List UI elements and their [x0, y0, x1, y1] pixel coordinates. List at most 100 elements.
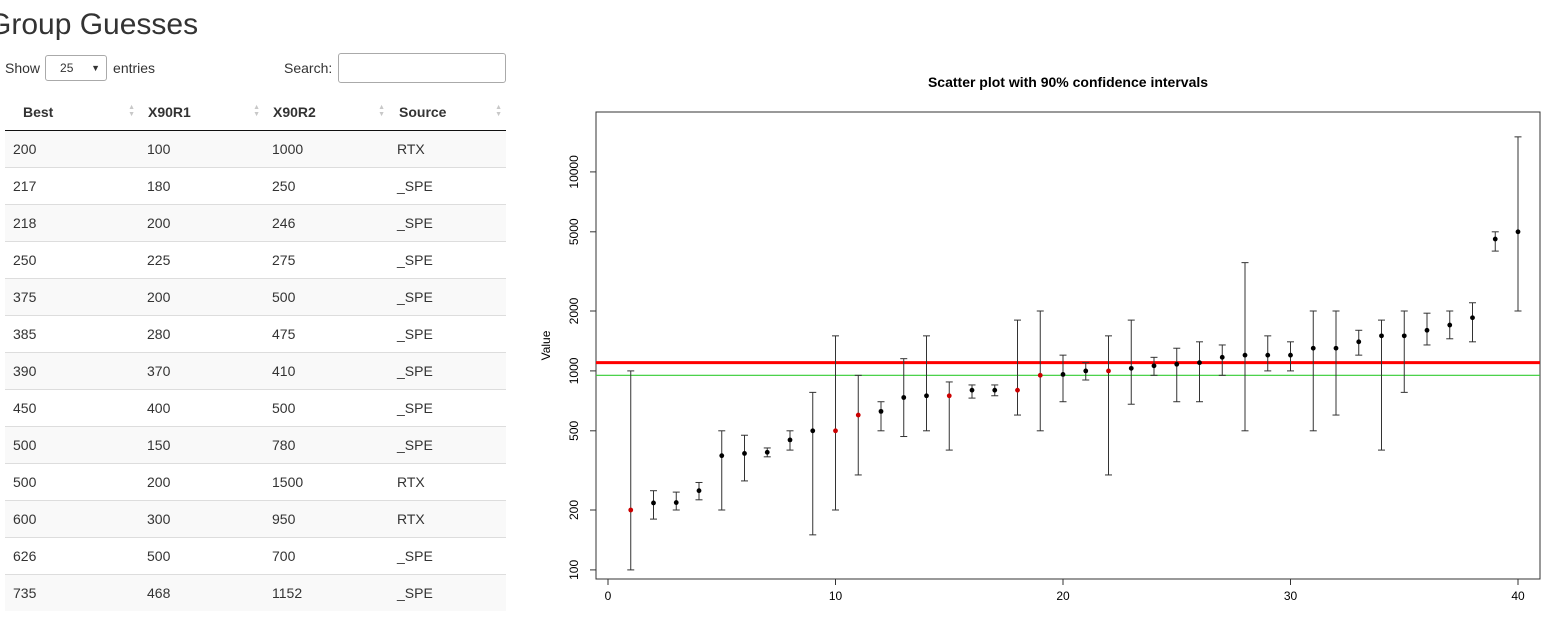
table-row[interactable]: 500 200 1500 RTX — [5, 462, 506, 500]
data-point — [992, 387, 998, 393]
table-row[interactable]: 217 180 250 _SPE — [5, 166, 506, 204]
data-point — [878, 408, 884, 414]
show-label: Show — [5, 60, 41, 76]
data-point — [1015, 387, 1020, 393]
cell-source: _SPE — [389, 351, 506, 389]
data-point — [628, 507, 634, 513]
cell-best: 735 — [5, 573, 139, 611]
cell-best: 385 — [5, 314, 139, 352]
table-row[interactable]: 218 200 246 _SPE — [5, 203, 506, 241]
y-tick-label: 500 — [567, 420, 581, 440]
data-point — [1242, 352, 1248, 358]
table-row[interactable]: 500 150 780 _SPE — [5, 425, 506, 463]
data-point — [1447, 322, 1453, 328]
table-row[interactable]: 375 200 500 _SPE — [5, 277, 506, 315]
data-point — [1083, 368, 1089, 374]
data-point — [742, 450, 747, 456]
cell-x90r1: 370 — [139, 351, 264, 389]
cell-x90r1: 180 — [139, 166, 264, 204]
data-point — [1333, 345, 1339, 351]
cell-source: _SPE — [389, 314, 506, 352]
data-point — [1151, 363, 1157, 369]
data-point — [1037, 372, 1043, 378]
column-header-label: Best — [23, 103, 54, 120]
cell-x90r2: 1500 — [264, 462, 389, 500]
table-row[interactable]: 735 468 1152 _SPE — [5, 573, 506, 611]
sort-icon: ▲ ▼ — [128, 104, 135, 118]
page-title: Group Guesses — [0, 8, 199, 41]
cell-source: _SPE — [389, 388, 506, 426]
cell-best: 600 — [5, 499, 139, 537]
cell-x90r1: 200 — [139, 277, 264, 315]
search-label: Search: — [284, 60, 333, 76]
x-tick-label: 20 — [1056, 589, 1070, 603]
cell-source: _SPE — [389, 277, 506, 315]
scatter-chart: Scatter plot with 90% confidence interva… — [539, 74, 1541, 603]
cell-best: 217 — [5, 166, 139, 204]
x-tick-label: 40 — [1511, 589, 1525, 603]
cell-x90r1: 400 — [139, 388, 264, 426]
table-row[interactable]: 450 400 500 _SPE — [5, 388, 506, 426]
cell-x90r2: 250 — [264, 166, 389, 204]
data-point — [1379, 333, 1384, 339]
data-point — [673, 500, 679, 505]
cell-best: 450 — [5, 388, 139, 426]
cell-x90r2: 1152 — [264, 573, 389, 611]
cell-source: _SPE — [389, 166, 506, 204]
cell-source: RTX — [389, 499, 506, 537]
column-header-x90r1[interactable]: X90R1 ▲ ▼ — [139, 94, 264, 131]
data-point — [901, 395, 907, 400]
search-input[interactable] — [338, 53, 507, 83]
y-tick-label: 200 — [567, 500, 581, 520]
data-point — [696, 488, 702, 494]
table-row[interactable]: 385 280 475 _SPE — [5, 314, 506, 352]
data-point — [1310, 345, 1316, 351]
data-point — [1219, 354, 1225, 360]
page-length-select[interactable]: 25 ▼ — [45, 55, 108, 81]
table-row[interactable]: 626 500 700 _SPE — [5, 536, 506, 574]
cell-x90r1: 225 — [139, 240, 264, 278]
table-row[interactable]: 200 100 1000 RTX — [5, 130, 506, 167]
data-point — [946, 393, 952, 399]
data-point — [855, 412, 861, 418]
x-tick-label: 0 — [605, 589, 612, 603]
plot-frame — [595, 111, 1541, 580]
data-point — [833, 428, 838, 434]
data-point — [1288, 352, 1293, 358]
cell-best: 500 — [5, 425, 139, 463]
data-point — [1356, 339, 1362, 345]
column-header-label: Source — [399, 103, 447, 120]
data-point — [1060, 372, 1066, 377]
column-header-best[interactable]: Best ▲ ▼ — [5, 94, 139, 131]
cell-x90r1: 150 — [139, 425, 264, 463]
cell-x90r2: 500 — [264, 388, 389, 426]
data-point — [810, 428, 816, 434]
data-point — [1470, 315, 1475, 321]
cell-best: 500 — [5, 462, 139, 500]
data-point — [1197, 360, 1202, 366]
search-control: Search: — [284, 53, 507, 83]
table-row[interactable]: 250 225 275 _SPE — [5, 240, 506, 278]
y-tick-label: 100 — [567, 560, 581, 580]
y-axis-label: Value — [539, 330, 553, 360]
cell-best: 390 — [5, 351, 139, 389]
data-point — [651, 500, 656, 506]
y-tick-label: 10000 — [567, 155, 581, 189]
cell-x90r2: 950 — [264, 499, 389, 537]
column-header-x90r2[interactable]: X90R2 ▲ ▼ — [264, 94, 389, 131]
data-point — [1401, 333, 1407, 339]
page-length-value: 25 — [60, 61, 74, 75]
table-row[interactable]: 390 370 410 _SPE — [5, 351, 506, 389]
table-row[interactable]: 600 300 950 RTX — [5, 499, 506, 537]
sort-icon: ▲ ▼ — [253, 104, 260, 118]
data-point — [1492, 236, 1498, 242]
column-header-label: X90R2 — [273, 103, 316, 120]
column-header-source[interactable]: Source ▲ ▼ — [389, 94, 506, 131]
scatter-chart-container: Scatter plot with 90% confidence interva… — [520, 60, 1562, 625]
cell-x90r1: 300 — [139, 499, 264, 537]
cell-source: RTX — [389, 462, 506, 500]
cell-x90r2: 700 — [264, 536, 389, 574]
cell-x90r2: 410 — [264, 351, 389, 389]
data-point — [1174, 361, 1180, 367]
table-body: 200 100 1000 RTX 217 180 250 _SPE 218 200 246 _SPE 2… — [5, 130, 506, 611]
